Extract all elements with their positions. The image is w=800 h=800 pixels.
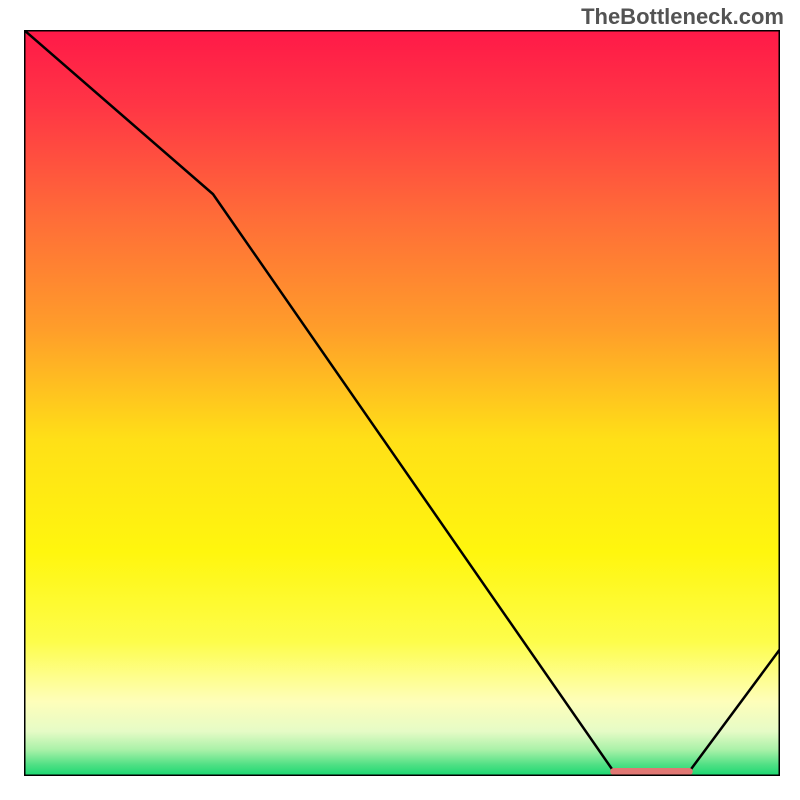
bottleneck-chart — [24, 30, 780, 776]
watermark-text: TheBottleneck.com — [581, 4, 784, 30]
chart-background — [24, 30, 780, 776]
chart-svg — [24, 30, 780, 776]
